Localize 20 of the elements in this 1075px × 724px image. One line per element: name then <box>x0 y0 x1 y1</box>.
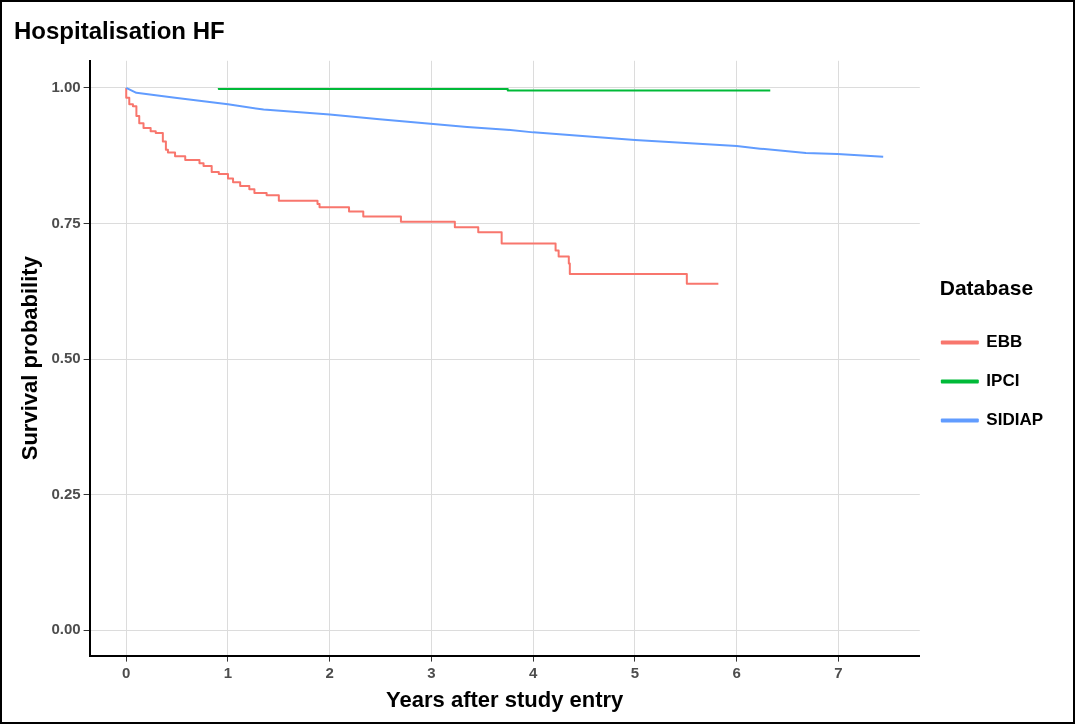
x-tick-label: 5 <box>630 663 640 681</box>
y-tick-label: 0.25 <box>51 484 81 502</box>
x-tick-label: 4 <box>529 663 539 681</box>
x-tick-label: 1 <box>223 663 233 681</box>
x-tick-label: 7 <box>834 663 843 681</box>
x-tick-label: 3 <box>427 663 436 681</box>
x-tick-label: 0 <box>122 663 131 681</box>
y-axis-title: Survival probability <box>17 255 43 461</box>
x-tick-label: 6 <box>732 663 741 681</box>
y-tick-label: 1.00 <box>51 78 81 96</box>
y-tick-label: 0.50 <box>51 349 81 367</box>
legend-label: EBB <box>986 332 1023 352</box>
legend-label: SIDIAP <box>986 410 1044 430</box>
y-tick-label: 0.75 <box>51 213 81 231</box>
x-tick-label: 2 <box>325 663 334 681</box>
chart-title: Hospitalisation HF <box>14 17 225 45</box>
x-axis-title: Years after study entry <box>386 686 625 712</box>
legend-label: IPCI <box>986 371 1020 391</box>
legend-title: Database <box>939 276 1034 300</box>
y-tick-label: 0.00 <box>51 620 81 638</box>
